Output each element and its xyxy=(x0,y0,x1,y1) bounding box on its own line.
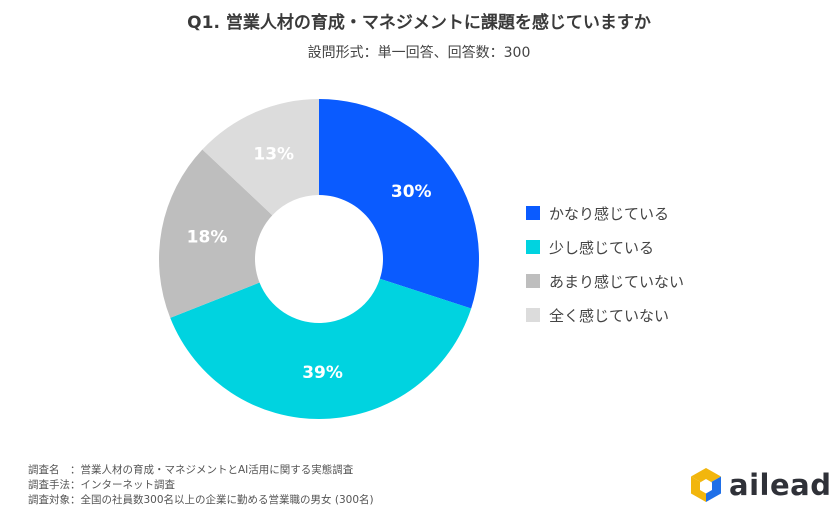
legend-label: 全く感じていない xyxy=(549,306,670,325)
legend: かなり感じている 少し感じている あまり感じていない 全く感じていない xyxy=(526,196,684,332)
legend-item: 全く感じていない xyxy=(526,298,684,332)
legend-swatch xyxy=(526,240,540,254)
slice-label-2: 39% xyxy=(302,363,343,383)
legend-swatch xyxy=(526,274,540,288)
slice-label-1: 30% xyxy=(391,182,432,202)
slice-label-3: 18% xyxy=(187,228,228,248)
slice-3 xyxy=(159,149,273,318)
legend-label: かなり感じている xyxy=(549,204,670,223)
chart-title: Q1. 営業人材の育成・マネジメントに課題を感じていますか xyxy=(187,13,651,33)
note-survey-method: 調査手法：インターネット調査 xyxy=(28,479,175,491)
legend-label: 少し感じている xyxy=(549,238,655,257)
legend-item: かなり感じている xyxy=(526,196,684,230)
legend-swatch xyxy=(526,308,540,322)
note-survey-name: 調査名 ：営業人材の育成・マネジメントとAI活用に関する実態調査 xyxy=(28,464,354,476)
slice-4 xyxy=(202,99,319,216)
logo-text: ailead xyxy=(729,468,832,502)
slice-1 xyxy=(319,99,479,309)
slice-2 xyxy=(170,278,472,420)
legend-swatch xyxy=(526,206,540,220)
chart-subtitle: 設問形式：単一回答、回答数：300 xyxy=(307,45,531,61)
note-survey-target: 調査対象：全国の社員数300名以上の企業に勤める営業職の男女 (300名) xyxy=(28,494,374,506)
survey-notes: 調査名 ：営業人材の育成・マネジメントとAI活用に関する実態調査 調査手法：イン… xyxy=(28,463,374,508)
cube-icon xyxy=(691,468,721,502)
ailead-logo: ailead xyxy=(690,467,831,503)
legend-item: 少し感じている xyxy=(526,230,684,264)
legend-item: あまり感じていない xyxy=(526,264,684,298)
slice-label-4: 13% xyxy=(253,144,294,164)
legend-label: あまり感じていない xyxy=(549,272,685,291)
